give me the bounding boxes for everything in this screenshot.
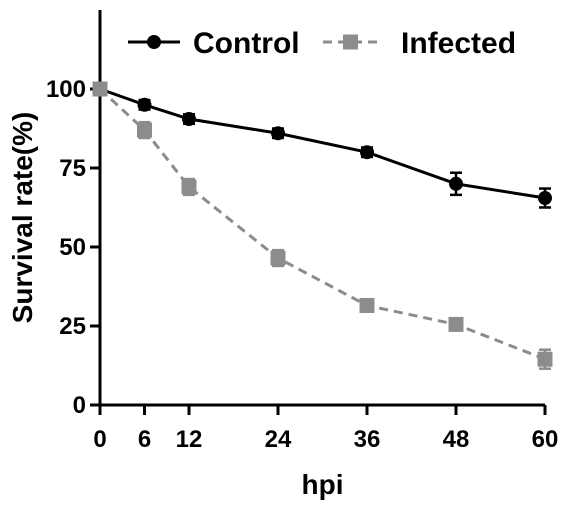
x-tick-label: 48 (443, 426, 470, 453)
x-tick-label: 0 (93, 426, 106, 453)
data-point (449, 176, 463, 191)
y-axis-title: Survival rate(%) (7, 112, 38, 324)
series-infected (92, 81, 553, 370)
data-point (359, 297, 375, 313)
data-point (181, 179, 197, 195)
series-line (98, 87, 546, 361)
data-point (137, 122, 152, 138)
legend: Control Infected (128, 27, 516, 60)
legend-marker (147, 35, 161, 49)
y-tick-label: 75 (59, 155, 86, 182)
data-point (270, 250, 286, 266)
legend-marker (343, 34, 358, 50)
series-control (93, 82, 552, 209)
x-tick-label: 6 (138, 426, 151, 453)
legend-label: Control (193, 27, 300, 60)
data-point (360, 145, 374, 160)
data-point (537, 351, 553, 367)
x-tick-label: 36 (354, 426, 381, 453)
series-layer (92, 81, 553, 370)
x-tick-label: 12 (176, 426, 203, 453)
axes: 0 25 50 75 100 0 6 12 24 36 48 60 (46, 10, 558, 453)
x-tick-label: 24 (265, 426, 292, 453)
legend-item-infected: Infected (323, 27, 516, 60)
y-tick-label: 25 (59, 313, 86, 340)
y-tick-label: 0 (73, 392, 86, 419)
data-point (448, 316, 464, 332)
data-point (137, 97, 152, 112)
series-line (99, 87, 546, 200)
x-axis-title: hpi (302, 469, 344, 500)
y-tick-label: 100 (46, 76, 86, 103)
data-point (182, 112, 196, 127)
y-tick-label: 50 (59, 234, 86, 261)
data-point (538, 191, 552, 206)
x-tick-label: 60 (532, 426, 559, 453)
legend-item-control: Control (128, 27, 300, 60)
legend-label: Infected (401, 27, 516, 60)
data-point (271, 126, 285, 141)
data-point (92, 81, 108, 97)
